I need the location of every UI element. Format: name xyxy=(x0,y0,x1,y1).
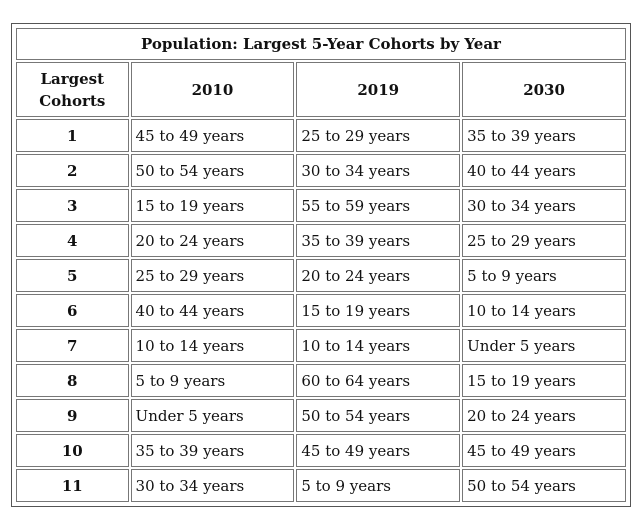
table-body: 1 45 to 49 years 25 to 29 years 35 to 39 ye… xyxy=(16,119,626,502)
rank-cell: 1 xyxy=(16,119,129,152)
rank-cell: 11 xyxy=(16,469,129,502)
cohort-2019-cell: 30 to 34 years xyxy=(296,154,461,187)
header-2030: 2030 xyxy=(462,62,626,117)
table-row: 6 40 to 44 years 15 to 19 years 10 to 14 ye… xyxy=(16,294,626,327)
cohort-2010-cell: 5 to 9 years xyxy=(130,364,295,397)
cohort-2030-cell: 20 to 24 years xyxy=(462,399,626,432)
cohort-table: Population: Largest 5-Year Cohorts by Ye… xyxy=(14,26,628,504)
table-row: 7 10 to 14 years 10 to 14 years Under 5 yea… xyxy=(16,329,626,362)
rank-cell: 8 xyxy=(16,364,129,397)
rank-cell: 7 xyxy=(16,329,129,362)
header-largest-cohorts: Largest Cohorts xyxy=(16,62,129,117)
rank-cell: 2 xyxy=(16,154,129,187)
cohort-2030-cell: 35 to 39 years xyxy=(462,119,626,152)
cohort-2010-cell: 25 to 29 years xyxy=(130,259,295,292)
cohort-2019-cell: 20 to 24 years xyxy=(296,259,461,292)
header-2019: 2019 xyxy=(296,62,461,117)
header-2010: 2010 xyxy=(130,62,295,117)
table-row: 10 35 to 39 years 45 to 49 years 45 to 49 y… xyxy=(16,434,626,467)
table-row: 2 50 to 54 years 30 to 34 years 40 to 44 ye… xyxy=(16,154,626,187)
table-row: 5 25 to 29 years 20 to 24 years 5 to 9 year… xyxy=(16,259,626,292)
header-largest-cohorts-label: Largest Cohorts xyxy=(39,69,106,110)
rank-cell: 9 xyxy=(16,399,129,432)
table-row: 1 45 to 49 years 25 to 29 years 35 to 39 ye… xyxy=(16,119,626,152)
cohort-2030-cell: 40 to 44 years xyxy=(462,154,626,187)
cohort-2010-cell: 15 to 19 years xyxy=(130,189,295,222)
cohort-2030-cell: 10 to 14 years xyxy=(462,294,626,327)
rank-cell: 10 xyxy=(16,434,129,467)
cohort-2010-cell: 20 to 24 years xyxy=(130,224,295,257)
cohort-2030-cell: 30 to 34 years xyxy=(462,189,626,222)
cohort-2019-cell: 60 to 64 years xyxy=(296,364,461,397)
cohort-2010-cell: 50 to 54 years xyxy=(130,154,295,187)
cohort-2010-cell: 45 to 49 years xyxy=(130,119,295,152)
cohort-2019-cell: 55 to 59 years xyxy=(296,189,461,222)
table-row: 3 15 to 19 years 55 to 59 years 30 to 34 ye… xyxy=(16,189,626,222)
cohort-2030-cell: 25 to 29 years xyxy=(462,224,626,257)
table-row: 9 Under 5 years 50 to 54 years 20 to 24 yea… xyxy=(16,399,626,432)
cohort-2010-cell: Under 5 years xyxy=(130,399,295,432)
table-row: 4 20 to 24 years 35 to 39 years 25 to 29 ye… xyxy=(16,224,626,257)
cohort-2019-cell: 15 to 19 years xyxy=(296,294,461,327)
cohort-2030-cell: 45 to 49 years xyxy=(462,434,626,467)
rank-cell: 4 xyxy=(16,224,129,257)
cohort-2010-cell: 10 to 14 years xyxy=(130,329,295,362)
cohort-2010-cell: 35 to 39 years xyxy=(130,434,295,467)
cohort-2019-cell: 25 to 29 years xyxy=(296,119,461,152)
cohort-2019-cell: 10 to 14 years xyxy=(296,329,461,362)
table-row: 11 30 to 34 years 5 to 9 years 50 to 54 yea… xyxy=(16,469,626,502)
cohort-2010-cell: 30 to 34 years xyxy=(130,469,295,502)
rank-cell: 3 xyxy=(16,189,129,222)
cohort-2019-cell: 5 to 9 years xyxy=(296,469,461,502)
cohort-2019-cell: 35 to 39 years xyxy=(296,224,461,257)
rank-cell: 5 xyxy=(16,259,129,292)
cohort-2019-cell: 50 to 54 years xyxy=(296,399,461,432)
cohort-2019-cell: 45 to 49 years xyxy=(296,434,461,467)
cohort-2030-cell: 50 to 54 years xyxy=(462,469,626,502)
table-title: Population: Largest 5-Year Cohorts by Ye… xyxy=(16,28,626,60)
cohort-2030-cell: 15 to 19 years xyxy=(462,364,626,397)
cohort-2030-cell: Under 5 years xyxy=(462,329,626,362)
cohort-2030-cell: 5 to 9 years xyxy=(462,259,626,292)
rank-cell: 6 xyxy=(16,294,129,327)
cohort-2010-cell: 40 to 44 years xyxy=(130,294,295,327)
cohort-table-frame: Population: Largest 5-Year Cohorts by Ye… xyxy=(11,23,631,507)
